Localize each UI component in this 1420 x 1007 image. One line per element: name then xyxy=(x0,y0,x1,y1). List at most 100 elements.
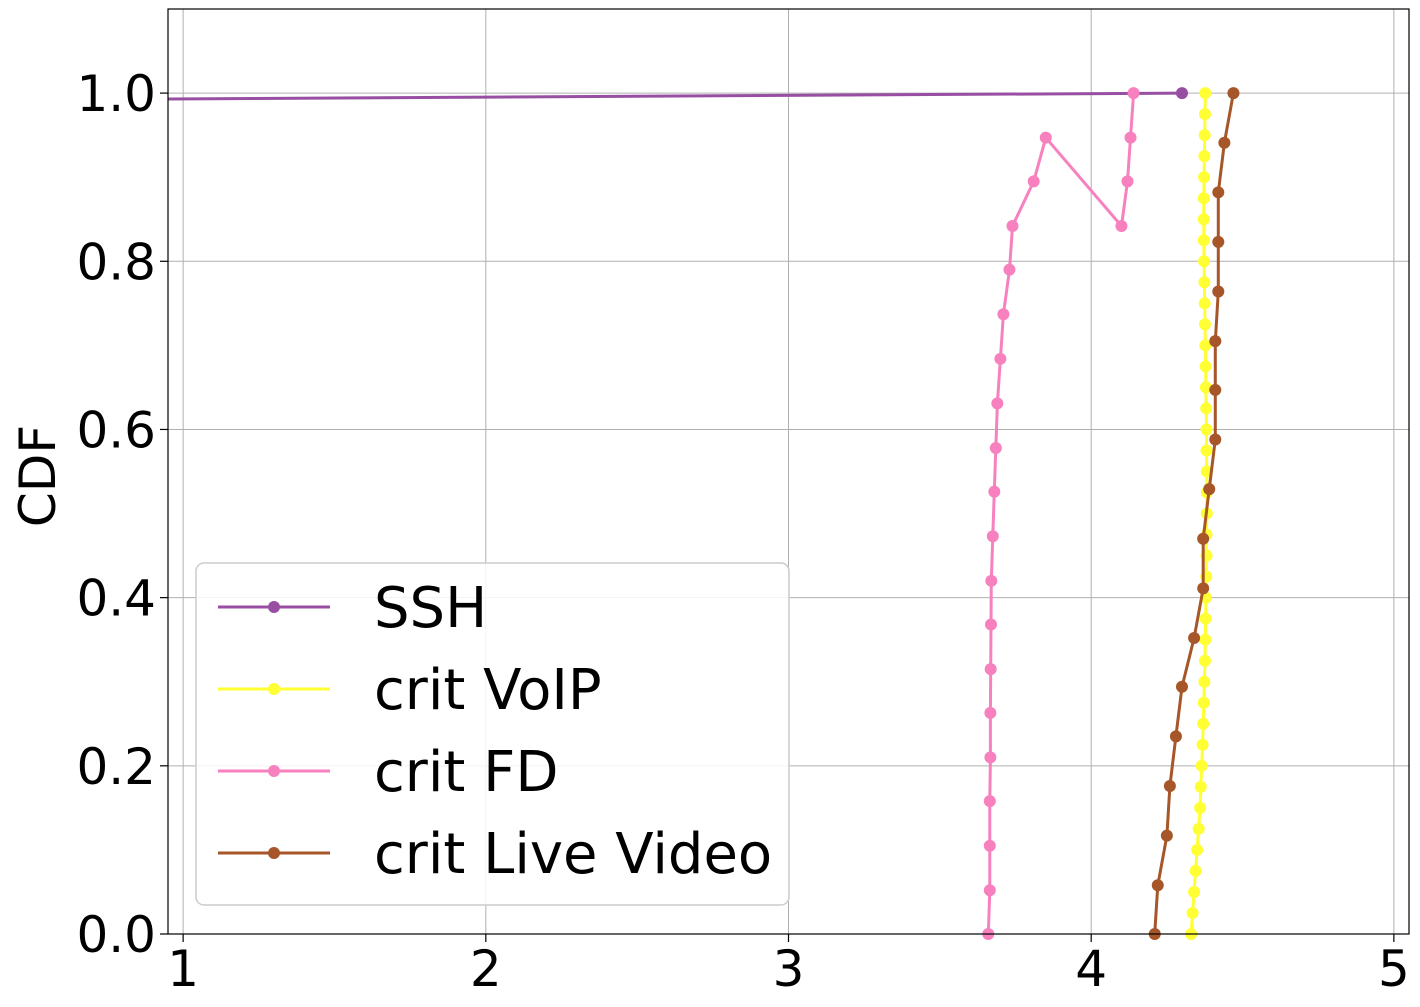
data-point-crit-fd xyxy=(984,618,997,631)
y-tick-label: 0.2 xyxy=(76,738,156,796)
data-point-crit-fd xyxy=(997,308,1010,321)
data-point-crit-fd xyxy=(984,663,997,676)
legend-marker-crit-voip xyxy=(268,683,280,695)
data-point-crit-voip xyxy=(1199,633,1212,646)
legend-label-crit-voip: crit VoIP xyxy=(374,658,602,723)
series-ssh xyxy=(168,87,1188,101)
data-point-crit-live-video xyxy=(1218,136,1231,149)
y-tick-label: 1.0 xyxy=(76,65,156,123)
data-point-crit-fd xyxy=(1039,131,1052,144)
x-tick-label: 5 xyxy=(1378,940,1410,998)
data-point-crit-fd xyxy=(985,574,998,587)
tick-layer: 1 2 3 4 5 0.0 0.2 0.4 0.6 0.8 1.0 xyxy=(76,65,1409,998)
data-point-crit-fd xyxy=(1127,87,1140,100)
data-point-crit-voip xyxy=(1194,780,1207,793)
data-point-crit-fd xyxy=(989,441,1002,454)
data-point-crit-voip xyxy=(1200,402,1213,415)
data-point-ssh xyxy=(1175,87,1188,100)
data-point-crit-voip xyxy=(1198,129,1211,142)
data-point-crit-voip xyxy=(1195,759,1208,772)
data-point-crit-live-video xyxy=(1175,680,1188,693)
data-point-crit-voip xyxy=(1199,381,1212,394)
data-point-crit-fd xyxy=(994,352,1007,365)
data-point-crit-live-video xyxy=(1212,285,1225,298)
data-point-crit-fd xyxy=(1027,175,1040,188)
data-point-crit-voip xyxy=(1196,738,1209,751)
data-point-crit-voip xyxy=(1189,864,1202,877)
data-point-crit-voip xyxy=(1186,906,1199,919)
data-point-crit-voip xyxy=(1199,612,1212,625)
data-point-crit-voip xyxy=(1198,654,1211,667)
legend-marker-ssh xyxy=(268,601,280,613)
data-point-crit-voip xyxy=(1198,150,1211,163)
data-point-crit-voip xyxy=(1200,444,1213,457)
y-axis-label: CDF xyxy=(9,425,67,527)
x-tick-label: 2 xyxy=(470,940,502,998)
y-tick-label: 0.6 xyxy=(76,401,156,459)
data-point-crit-fd xyxy=(984,751,997,764)
data-point-crit-voip xyxy=(1197,717,1210,730)
data-point-crit-fd xyxy=(986,530,999,543)
data-point-crit-voip xyxy=(1199,87,1212,100)
data-point-crit-live-video xyxy=(1163,780,1176,792)
data-point-crit-voip xyxy=(1198,171,1211,184)
data-point-crit-live-video xyxy=(1169,730,1182,743)
data-point-crit-fd xyxy=(991,397,1004,410)
data-point-crit-live-video xyxy=(1151,879,1164,892)
data-point-crit-live-video xyxy=(1197,582,1210,595)
data-point-crit-voip xyxy=(1197,213,1210,226)
data-point-crit-voip xyxy=(1192,822,1205,835)
legend: SSH crit VoIP crit FD crit Live Video xyxy=(195,562,790,906)
series-line-ssh xyxy=(168,91,1183,101)
data-point-crit-voip xyxy=(1197,234,1210,247)
data-point-crit-voip xyxy=(1198,297,1211,310)
data-point-crit-fd xyxy=(1115,219,1128,232)
series-crit-live-video xyxy=(1148,87,1240,940)
data-point-crit-fd xyxy=(1006,219,1019,232)
y-tick-label: 0.0 xyxy=(76,906,156,964)
data-point-crit-voip xyxy=(1198,675,1211,688)
legend-label-ssh: SSH xyxy=(374,576,487,641)
series-layer xyxy=(168,87,1240,940)
data-point-crit-voip xyxy=(1194,801,1207,814)
data-point-crit-voip xyxy=(1198,276,1211,289)
data-point-crit-live-video xyxy=(1227,87,1240,100)
data-point-crit-fd xyxy=(1003,263,1016,276)
data-point-crit-voip xyxy=(1198,108,1211,121)
data-point-crit-voip xyxy=(1188,885,1201,898)
x-tick-label: 1 xyxy=(167,940,199,998)
legend-marker-crit-fd xyxy=(268,765,280,777)
data-point-crit-live-video xyxy=(1188,632,1201,644)
data-point-crit-fd xyxy=(1124,131,1137,144)
data-point-crit-live-video xyxy=(1212,235,1225,248)
data-point-crit-live-video xyxy=(1209,433,1222,446)
data-point-crit-voip xyxy=(1199,339,1212,352)
data-point-crit-voip xyxy=(1198,318,1211,331)
data-point-crit-fd xyxy=(983,839,996,852)
legend-label-crit-live-video: crit Live Video xyxy=(374,822,772,887)
data-point-crit-live-video xyxy=(1203,483,1216,496)
data-point-crit-fd xyxy=(988,485,1001,498)
x-tick-label: 4 xyxy=(1075,940,1107,998)
data-point-crit-voip xyxy=(1198,255,1211,268)
data-point-crit-live-video xyxy=(1209,383,1222,396)
data-point-crit-live-video xyxy=(1160,829,1173,842)
data-point-crit-voip xyxy=(1191,843,1204,856)
y-tick-label: 0.4 xyxy=(76,570,156,628)
data-point-crit-voip xyxy=(1199,360,1212,373)
data-point-crit-fd xyxy=(984,706,997,719)
series-line-crit-live-video xyxy=(1153,92,1235,935)
series-crit-fd xyxy=(982,87,1140,940)
data-point-crit-live-video xyxy=(1197,532,1210,545)
x-tick-label: 3 xyxy=(773,940,805,998)
legend-box xyxy=(195,562,790,906)
data-point-crit-fd xyxy=(1121,175,1134,188)
y-tick-label: 0.8 xyxy=(76,233,156,291)
legend-label-crit-fd: crit FD xyxy=(374,740,558,805)
data-point-crit-fd xyxy=(983,884,996,897)
data-point-crit-voip xyxy=(1200,423,1213,436)
legend-marker-crit-live-video xyxy=(268,847,280,859)
data-point-crit-voip xyxy=(1197,696,1210,709)
data-point-crit-voip xyxy=(1197,192,1210,205)
